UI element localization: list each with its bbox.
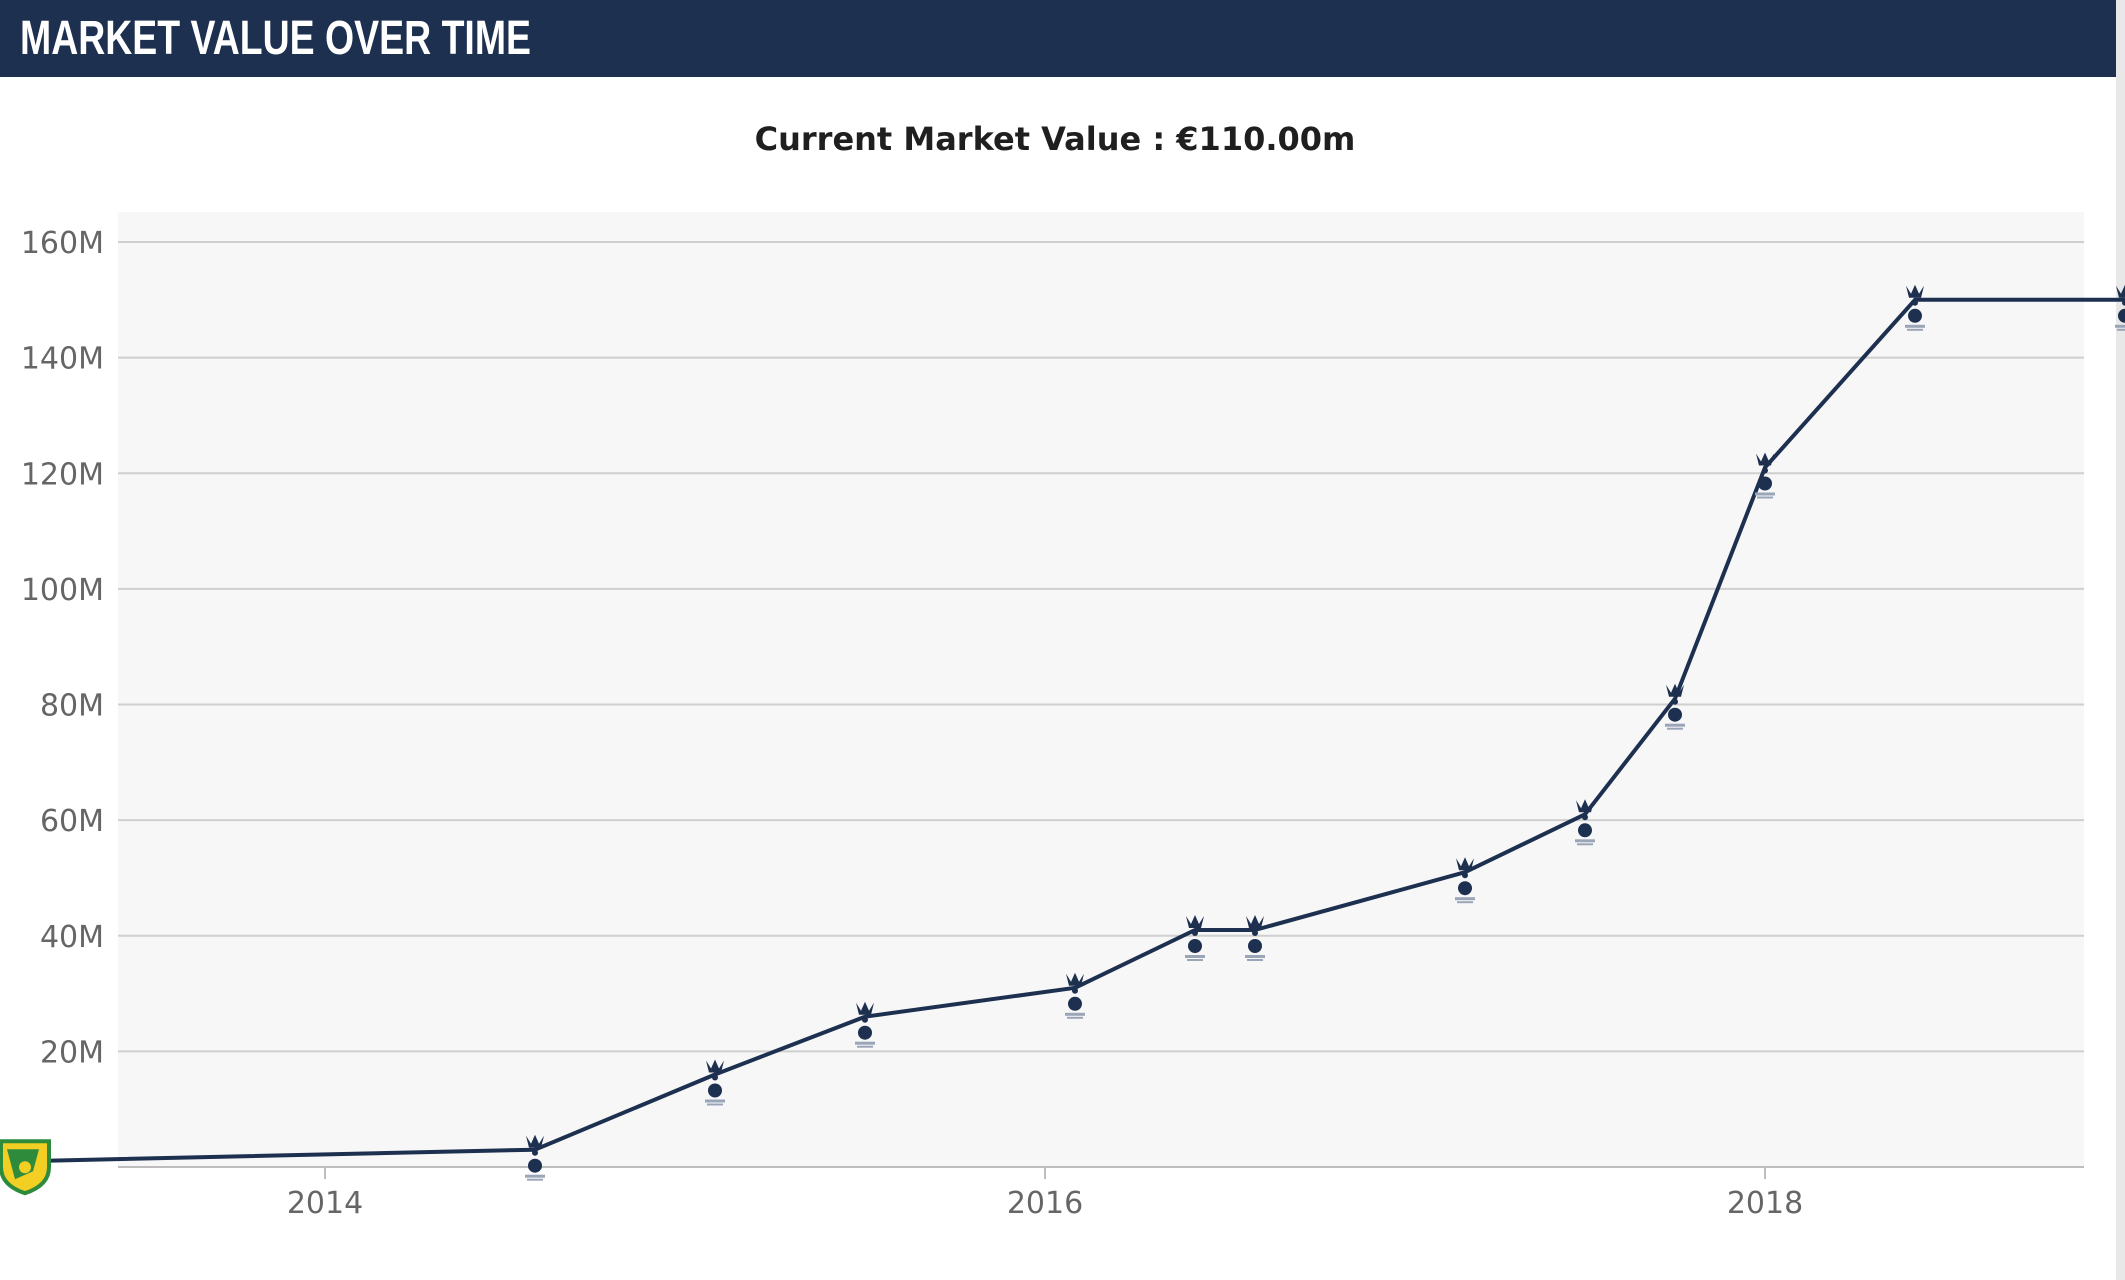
x-tick-label: 2014	[287, 1186, 363, 1221]
data-point-spurs-crest[interactable]	[1575, 799, 1595, 846]
data-point-spurs-crest[interactable]	[1245, 915, 1265, 961]
data-point-norwich-crest[interactable]	[0, 1139, 51, 1196]
x-axis: 20142016201820202022	[287, 1167, 1803, 1221]
y-tick-label: 140M	[21, 342, 104, 377]
section-header: MARKET VALUE OVER TIME	[0, 0, 2116, 77]
y-tick-label: 100M	[21, 573, 104, 608]
y-tick-label: 60M	[40, 804, 104, 839]
data-point-spurs-crest[interactable]	[1185, 915, 1205, 961]
data-point-spurs-crest[interactable]	[1455, 857, 1475, 904]
data-point-spurs-crest[interactable]	[1755, 452, 1775, 499]
y-tick-label: 80M	[40, 689, 104, 724]
data-point-spurs-crest[interactable]	[1665, 683, 1685, 730]
markers-group	[0, 284, 2125, 1196]
data-point-spurs-crest[interactable]	[1905, 284, 1925, 331]
scrollbar-track	[2116, 0, 2125, 1280]
chart-subtitle: Current Market Value : €110.00m	[754, 120, 1356, 158]
data-point-spurs-crest[interactable]	[1065, 972, 1085, 1019]
plot-background	[118, 212, 2084, 1167]
data-point-spurs-crest[interactable]	[705, 1059, 725, 1106]
y-tick-label: 40M	[40, 920, 104, 955]
y-tick-label: 160M	[21, 226, 104, 261]
y-tick-label: 120M	[21, 457, 104, 492]
y-axis: 20M 40M 60M 80M 100M 120M 140M 160M	[21, 226, 104, 1070]
grid-lines	[118, 241, 2084, 1168]
x-tick-label: 2018	[1727, 1186, 1803, 1221]
y-tick-label: 20M	[40, 1035, 104, 1070]
data-point-spurs-crest[interactable]	[525, 1134, 545, 1181]
data-point-spurs-crest[interactable]	[2115, 284, 2125, 331]
data-point-spurs-crest[interactable]	[855, 1001, 875, 1048]
section-title: MARKET VALUE OVER TIME	[20, 12, 531, 65]
x-tick-label: 2016	[1007, 1186, 1083, 1221]
